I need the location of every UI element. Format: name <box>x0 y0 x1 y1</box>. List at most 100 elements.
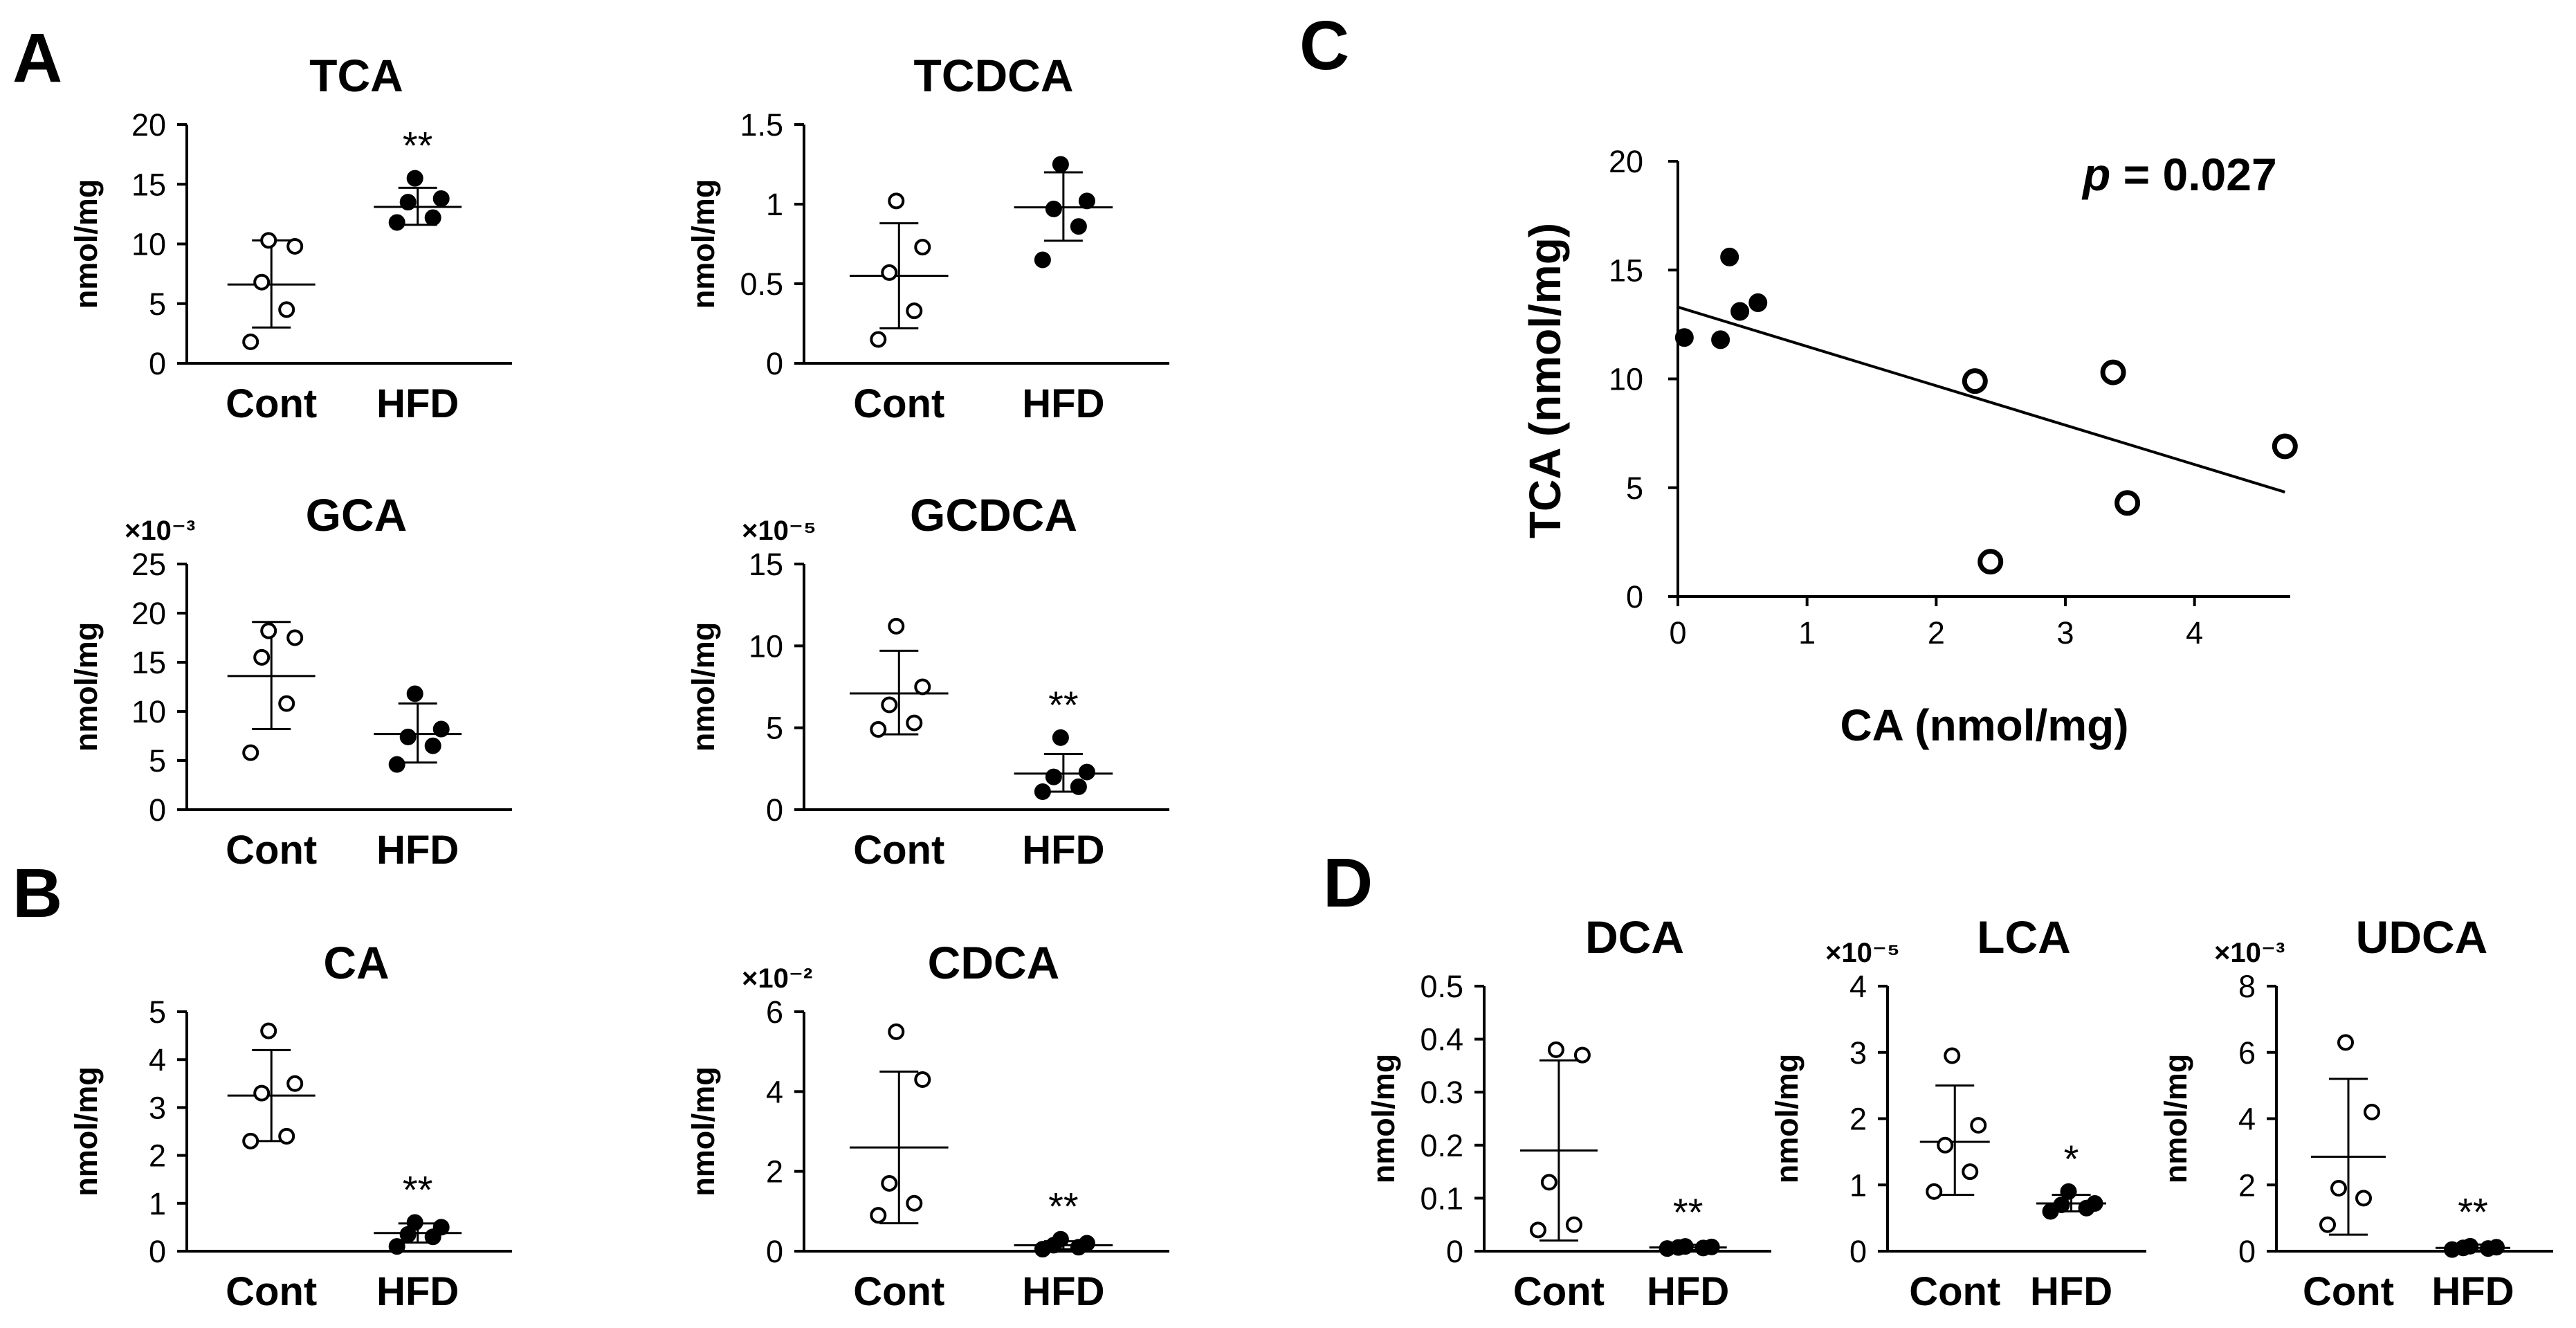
data-point-filled <box>399 194 417 211</box>
data-point-open <box>253 273 271 291</box>
y-tick-label: 0 <box>149 346 166 381</box>
data-point-filled <box>2060 1183 2077 1200</box>
y-tick-label: 5 <box>149 994 166 1030</box>
dot-plot-cdca: 0 2 4 6 CDCA nmol/mg ×10⁻² Cont HFD ** <box>686 937 1169 1314</box>
y-tick-label: 20 <box>131 596 166 631</box>
y-tick-label: 0 <box>1446 1234 1463 1269</box>
y-tick-label: 0 <box>1626 579 1643 615</box>
chart-title: GCA <box>306 489 408 540</box>
y-tick-label: 2 <box>1849 1102 1867 1137</box>
y-tick-label: 15 <box>131 645 166 680</box>
y-tick-label: 1 <box>766 187 783 222</box>
data-point-open <box>1962 1163 1979 1181</box>
category-label-hfd: HFD <box>376 828 459 873</box>
y-tick-label: 1.5 <box>740 107 783 143</box>
data-point-filled <box>2488 1239 2505 1256</box>
dot-plot-tcdca: 0 0.5 1 1.5 TCDCA nmol/mg Cont HFD <box>686 50 1169 426</box>
chart-title: GCDCA <box>910 489 1077 540</box>
y-axis-label: TCA (nmol/mg) <box>1520 223 1570 538</box>
y-tick-label: 1 <box>149 1186 166 1221</box>
data-point-open <box>870 331 887 348</box>
y-tick-label: 0 <box>149 1234 166 1269</box>
category-label-cont: Cont <box>226 1269 317 1314</box>
category-label-cont: Cont <box>226 381 317 426</box>
data-point-open <box>2272 433 2298 460</box>
category-label-hfd: HFD <box>1022 828 1104 873</box>
data-point-filled <box>1052 1230 1069 1248</box>
data-point-open <box>888 1023 905 1040</box>
y-tick-label: 0.3 <box>1420 1075 1463 1110</box>
data-point-open <box>1937 1136 1954 1154</box>
y-tick-label: 15 <box>749 547 783 582</box>
category-label-hfd: HFD <box>1022 1269 1104 1314</box>
y-tick-label: 4 <box>766 1074 783 1109</box>
data-point-open <box>870 1207 887 1224</box>
data-point-filled <box>1078 1235 1095 1252</box>
data-point-filled <box>1034 251 1051 269</box>
data-point-filled <box>1677 1238 1694 1255</box>
regression-line <box>1677 305 2285 493</box>
y-tick-label: 8 <box>2238 969 2256 1004</box>
data-point-filled <box>1078 763 1095 781</box>
data-point-open <box>2114 490 2141 516</box>
y-tick-label: 3 <box>1849 1035 1867 1071</box>
data-point-open <box>278 301 295 318</box>
dot-plot-gcdca: 0 5 10 15 GCDCA nmol/mg ×10⁻⁵ Cont HFD ** <box>686 489 1169 873</box>
data-point-filled <box>2086 1195 2103 1212</box>
category-label-cont: Cont <box>226 828 317 873</box>
data-point-open <box>1529 1221 1546 1239</box>
chart-title: TCDCA <box>914 50 1074 101</box>
x-tick-label: 4 <box>2186 615 2203 651</box>
significance-marker: ** <box>2458 1190 2488 1233</box>
data-point-open <box>242 744 259 761</box>
significance-marker: ** <box>1048 1185 1079 1228</box>
y-tick-label: 2 <box>2238 1167 2256 1203</box>
y-tick-label: 0 <box>149 792 166 828</box>
y-tick-label: 0.1 <box>1420 1181 1463 1216</box>
data-point-open <box>1540 1174 1558 1191</box>
data-point-open <box>2100 359 2126 385</box>
data-point-filled <box>2462 1237 2478 1255</box>
data-point-open <box>881 696 898 713</box>
data-point-open <box>888 192 905 210</box>
category-label-hfd: HFD <box>376 1269 459 1314</box>
data-point-open <box>2337 1034 2354 1051</box>
data-point-open <box>1547 1041 1564 1058</box>
data-point-open <box>870 721 887 738</box>
data-point-open <box>278 695 295 712</box>
data-point-filled <box>388 1238 405 1255</box>
data-point-open <box>881 264 898 281</box>
y-tick-label: 6 <box>766 994 783 1030</box>
dot-plot-lca: 0 1 2 3 4 LCA nmol/mg ×10⁻⁵ Cont HFD * <box>1769 911 2146 1314</box>
category-label-hfd: HFD <box>376 381 459 426</box>
data-point-filled <box>1730 302 1750 321</box>
data-point-filled <box>1703 1238 1720 1255</box>
data-point-open <box>278 1127 295 1145</box>
data-point-open <box>2319 1216 2336 1233</box>
category-label-hfd: HFD <box>2431 1269 2514 1314</box>
data-point-open <box>2330 1180 2347 1197</box>
panel-letter-b: B <box>12 855 62 932</box>
y-axis-label: nmol/mg <box>686 622 721 752</box>
y-tick-label: 4 <box>1849 969 1867 1004</box>
data-point-filled <box>388 214 405 231</box>
chart-title: CDCA <box>928 937 1060 988</box>
y-axis-label: nmol/mg <box>2158 1054 2193 1184</box>
y-tick-label: 0 <box>766 1234 783 1269</box>
data-point-filled <box>1748 293 1768 312</box>
data-point-filled <box>1720 247 1739 266</box>
y-tick-label: 10 <box>749 628 783 664</box>
y-axis-label: nmol/mg <box>68 179 104 309</box>
y-axis-label: nmol/mg <box>686 1066 721 1197</box>
y-tick-label: 20 <box>131 107 166 143</box>
data-point-filled <box>406 170 423 187</box>
panel-letter-d: D <box>1323 844 1373 922</box>
data-point-open <box>2355 1190 2372 1207</box>
correlation-scatter: 0 1 2 3 4 0 5 10 15 20 p = 0.027 CA (nmol/mg) TCA (n… <box>1520 144 2298 750</box>
chart-title: UDCA <box>2356 911 2488 963</box>
y-tick-label: 3 <box>149 1090 166 1125</box>
data-point-open <box>286 1075 304 1092</box>
data-point-open <box>286 629 304 646</box>
dot-plot-ca: 0 1 2 3 4 5 CA nmol/mg Cont HFD ** <box>68 937 512 1314</box>
chart-title: DCA <box>1585 911 1684 963</box>
